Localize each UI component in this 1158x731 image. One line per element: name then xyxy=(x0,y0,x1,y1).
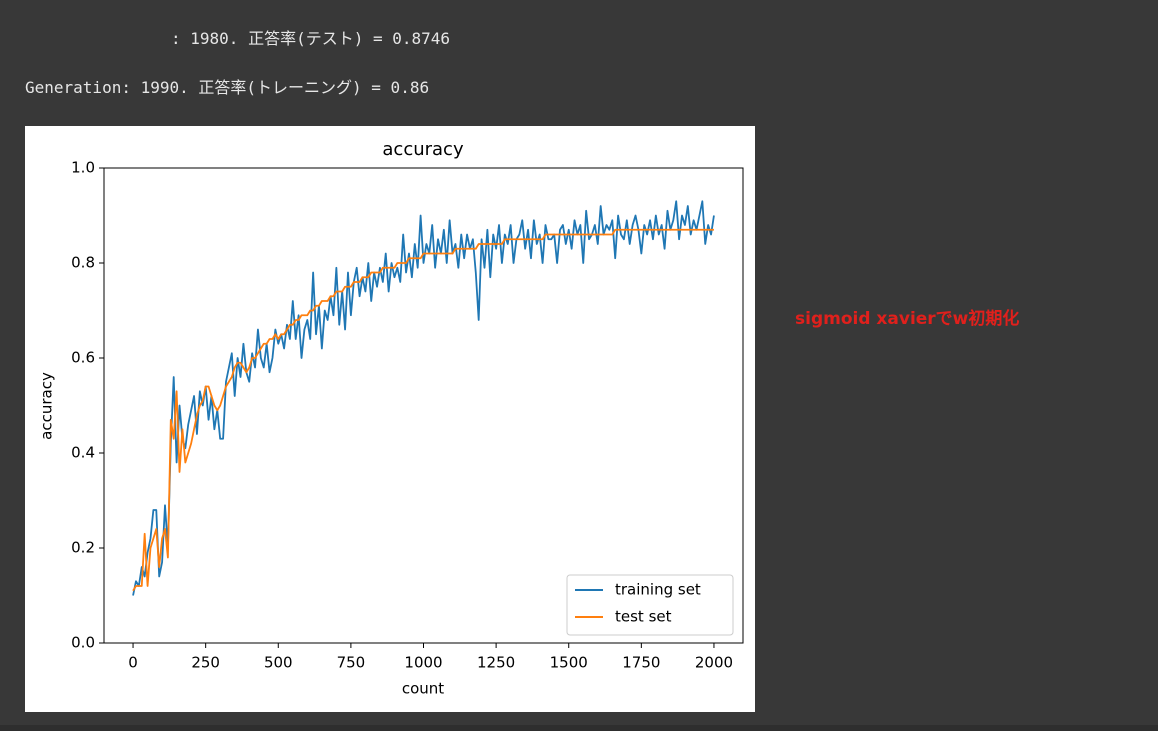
legend-label: training set xyxy=(615,581,701,599)
log-line: : 1980. 正答率(テスト) = 0.8746 xyxy=(171,28,451,48)
x-tick-label: 1000 xyxy=(404,654,442,672)
y-tick-label: 0.8 xyxy=(71,254,95,272)
chart-title: accuracy xyxy=(382,139,464,160)
x-axis-label: count xyxy=(402,680,444,698)
chart-panel: accuracy count accuracy 0.0 0.2 0.4 0.6 0.8 1… xyxy=(25,126,755,712)
y-tick-label: 1.0 xyxy=(71,159,95,177)
plot-frame xyxy=(103,167,744,644)
x-tick-label: 1500 xyxy=(550,654,588,672)
series-line xyxy=(132,200,715,596)
x-tick-label: 0 xyxy=(128,654,138,672)
x-tick-label: 250 xyxy=(191,654,220,672)
x-tick-label: 1750 xyxy=(622,654,660,672)
log-line: Generation: 1990. 正答率(トレーニング) = 0.86 xyxy=(25,77,430,97)
x-tick-label: 2000 xyxy=(695,654,733,672)
y-tick-label: 0.0 xyxy=(71,634,95,652)
x-tick-label: 500 xyxy=(264,654,293,672)
chart: accuracy count accuracy 0.0 0.2 0.4 0.6 0.8 1… xyxy=(38,139,744,698)
x-tick-label: 1250 xyxy=(477,654,515,672)
status-strip xyxy=(0,725,1158,731)
legend-label: test set xyxy=(615,608,672,626)
y-axis-label: accuracy xyxy=(38,372,56,440)
series-line xyxy=(132,228,714,592)
annotation: sigmoid xavierでw初期化 xyxy=(795,309,1020,329)
legend-box xyxy=(566,574,734,636)
x-tick-label: 750 xyxy=(337,654,366,672)
y-tick-label: 0.2 xyxy=(71,539,95,557)
y-tick-label: 0.4 xyxy=(71,444,95,462)
y-tick-label: 0.6 xyxy=(71,349,95,367)
